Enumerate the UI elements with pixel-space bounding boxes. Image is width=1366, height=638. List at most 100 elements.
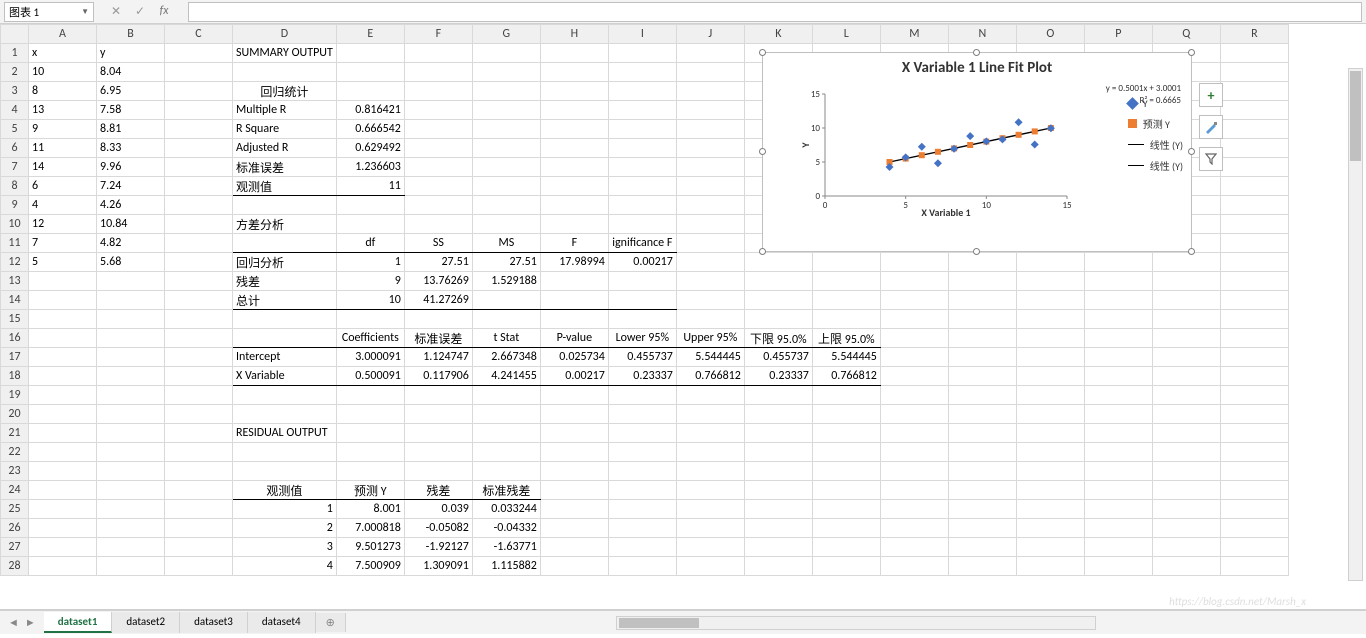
cell[interactable] [233,234,337,253]
cell[interactable] [97,519,165,538]
cell[interactable]: 0.766812 [676,367,744,386]
cell[interactable] [948,519,1016,538]
cell[interactable] [472,82,540,101]
column-header[interactable]: F [404,25,472,44]
cell[interactable]: df [336,234,404,253]
cell[interactable]: 10 [336,291,404,310]
cell[interactable] [1220,177,1288,196]
vertical-scrollbar[interactable] [1348,68,1363,581]
cell[interactable]: 回归统计 [233,82,337,101]
cell[interactable]: 8.33 [97,139,165,158]
cell[interactable] [812,386,880,405]
cell[interactable] [472,291,540,310]
cell[interactable]: SS [404,234,472,253]
cell[interactable] [676,82,744,101]
cell[interactable] [165,538,233,557]
cell[interactable] [676,481,744,500]
cell[interactable] [1016,386,1084,405]
cell[interactable] [1084,519,1152,538]
cell[interactable] [608,500,676,519]
cell[interactable] [540,63,608,82]
cell[interactable] [165,158,233,177]
cell[interactable] [880,272,948,291]
cell[interactable] [29,367,97,386]
cell[interactable]: Coefficients [336,329,404,348]
cell[interactable] [336,44,404,63]
cell[interactable]: 13.76269 [404,272,472,291]
horizontal-scroll-thumb[interactable] [619,618,699,628]
cell[interactable] [404,158,472,177]
cell[interactable] [880,424,948,443]
cell[interactable]: 2.667348 [472,348,540,367]
cell[interactable] [29,538,97,557]
cell[interactable] [404,101,472,120]
embedded-chart[interactable]: + X Variable 1 Line Fit Plot y = 0.5001x… [762,52,1192,252]
column-header[interactable]: G [472,25,540,44]
cell[interactable] [676,234,744,253]
cell[interactable]: 6 [29,177,97,196]
legend-item[interactable]: 线性 (Y) [1128,158,1183,173]
cell[interactable] [1016,367,1084,386]
cell[interactable] [880,462,948,481]
cell[interactable] [608,519,676,538]
cell[interactable] [1016,405,1084,424]
cell[interactable] [404,462,472,481]
cell[interactable] [336,196,404,215]
cancel-icon[interactable]: ✕ [108,4,124,19]
cell[interactable] [165,234,233,253]
cell[interactable] [404,177,472,196]
cell[interactable] [948,557,1016,576]
cell[interactable] [472,158,540,177]
cell[interactable] [540,120,608,139]
add-sheet-button[interactable]: ⊕ [316,613,346,632]
cell[interactable] [29,424,97,443]
cell[interactable] [1220,481,1288,500]
column-header[interactable]: M [880,25,948,44]
cell[interactable] [540,405,608,424]
row-header[interactable]: 21 [1,424,29,443]
cell[interactable]: R Square [233,120,337,139]
cell[interactable] [1016,291,1084,310]
column-header[interactable]: D [233,25,337,44]
cell[interactable] [404,196,472,215]
cell[interactable] [233,196,337,215]
cell[interactable] [812,272,880,291]
cell[interactable] [676,557,744,576]
cell[interactable] [1016,519,1084,538]
cell[interactable]: 0.629492 [336,139,404,158]
cell[interactable] [812,462,880,481]
cell[interactable] [540,177,608,196]
cell[interactable] [165,519,233,538]
cell[interactable] [948,310,1016,329]
cell[interactable] [676,443,744,462]
cell[interactable] [29,329,97,348]
cell[interactable] [948,538,1016,557]
cell[interactable] [404,424,472,443]
cell[interactable]: 7.500909 [336,557,404,576]
cell[interactable] [336,443,404,462]
cell[interactable] [1016,538,1084,557]
cell[interactable] [1220,158,1288,177]
cell[interactable]: 0.455737 [744,348,812,367]
cell[interactable] [336,215,404,234]
cell[interactable] [676,386,744,405]
row-header[interactable]: 22 [1,443,29,462]
cell[interactable] [744,462,812,481]
cell[interactable]: 12 [29,215,97,234]
cell[interactable]: 13 [29,101,97,120]
cell[interactable]: 8.001 [336,500,404,519]
cell[interactable] [97,538,165,557]
row-header[interactable]: 12 [1,253,29,272]
cell[interactable] [97,424,165,443]
cell[interactable]: 17.98994 [540,253,608,272]
cell[interactable] [1084,538,1152,557]
cell[interactable] [1220,253,1288,272]
cell[interactable]: 0.00217 [540,367,608,386]
cell[interactable] [948,424,1016,443]
cell[interactable] [540,44,608,63]
cell[interactable] [233,405,337,424]
cell[interactable] [676,44,744,63]
cell[interactable]: 6.95 [97,82,165,101]
cell[interactable] [676,462,744,481]
cell[interactable] [608,196,676,215]
